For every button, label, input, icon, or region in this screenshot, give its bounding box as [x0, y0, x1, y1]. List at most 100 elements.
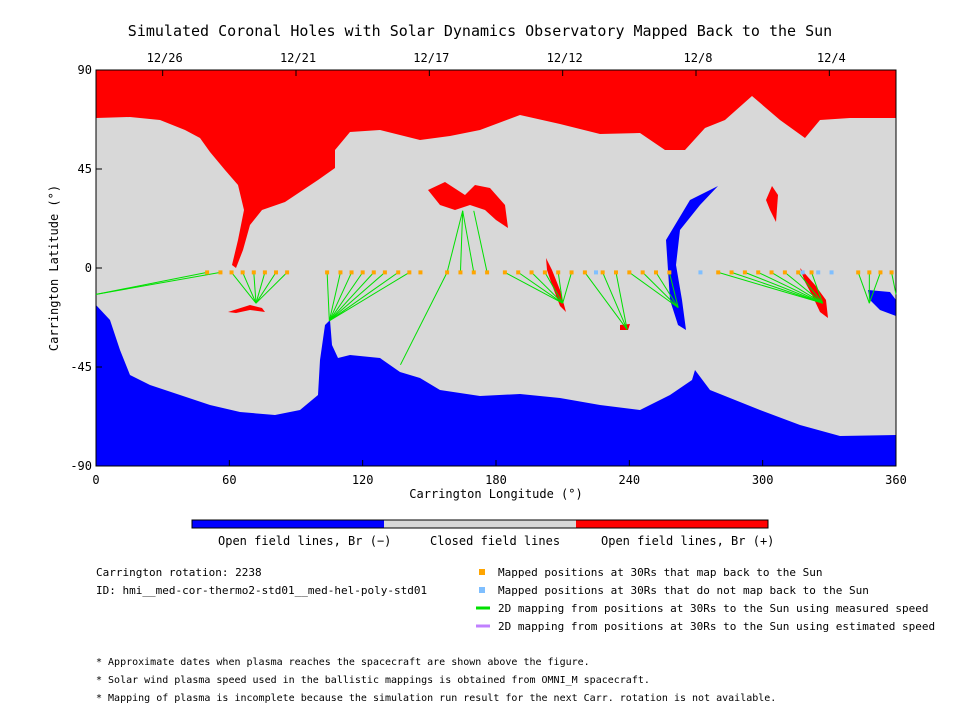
mapped-point — [274, 270, 278, 275]
negative-patch-far-right — [868, 290, 896, 316]
mapping-line — [784, 272, 823, 304]
mapping-line — [399, 272, 448, 366]
mapped-point — [867, 270, 872, 275]
mapping-line — [231, 272, 257, 304]
date-tick-label: 12/4 — [817, 51, 846, 65]
mapped-point — [889, 270, 894, 275]
mapping-line — [562, 272, 573, 304]
mapping-line — [602, 272, 628, 330]
y-tick-label: -45 — [70, 360, 92, 374]
note-speed: * Solar wind plasma speed used in the ba… — [96, 675, 650, 686]
plot-axes: 0 60 120 180 240 300 360 -90 -45 0 45 90 12/26 12/21 1… — [47, 51, 907, 501]
mapped-point — [285, 270, 290, 275]
mapped-point — [218, 270, 223, 275]
mapping-line — [868, 272, 881, 304]
mapping-line — [718, 271, 823, 304]
legend-estimated: 2D mapping from positions at 30Rs to the… — [498, 620, 936, 633]
mapping-line — [473, 210, 488, 273]
mapped-point — [458, 270, 463, 275]
unmapped-point — [829, 270, 834, 275]
mapped-point — [582, 270, 587, 275]
north-positive-hole — [96, 70, 896, 268]
mapping-line — [446, 210, 464, 273]
legend-measured: 2D mapping from positions at 30Rs to the… — [498, 602, 929, 615]
colorbar-label-positive: Open field lines, Br (+) — [601, 534, 775, 548]
map-background — [96, 70, 896, 466]
date-tick-label: 12/26 — [147, 51, 183, 65]
mapping-line — [642, 272, 679, 308]
mapping-line — [329, 272, 386, 322]
mapped-point — [667, 270, 672, 275]
mapping-line — [328, 272, 364, 322]
carrington-rotation: Carrington rotation: 2238 — [96, 566, 262, 579]
x-tick-label: 360 — [885, 473, 907, 487]
mapped-point — [556, 270, 561, 275]
unmapped-point — [816, 270, 821, 275]
y-tick-label: -90 — [70, 459, 92, 473]
mapping-line — [329, 271, 410, 322]
mapped-point — [627, 270, 632, 275]
mapped-point — [796, 270, 801, 275]
mapped-point — [782, 270, 787, 275]
mapping-line — [811, 272, 824, 304]
mapping-line — [328, 272, 353, 322]
mapping-line — [744, 271, 823, 304]
colorbar-label-closed: Closed field lines — [430, 534, 561, 548]
colorbar — [191, 519, 769, 529]
mapping-line — [758, 271, 823, 304]
mapping-line — [891, 272, 897, 295]
mapping-line — [771, 271, 823, 304]
mapped-point — [729, 270, 734, 275]
positive-patch-mid — [428, 182, 508, 228]
legend-swatch-mapped — [479, 569, 485, 575]
mapping-line — [329, 271, 399, 322]
mapped-point — [716, 270, 721, 275]
y-tick-label: 0 — [85, 261, 92, 275]
mapped-point — [502, 270, 507, 275]
unmapped-point — [594, 270, 598, 275]
colorbar-label-negative: Open field lines, Br (−) — [218, 534, 392, 548]
y-axis-label: Carrington Latitude (°) — [47, 185, 61, 351]
mapping-line — [459, 210, 464, 273]
mapped-point — [371, 270, 376, 275]
colorbar-frame — [191, 519, 769, 529]
mapping-line — [557, 272, 564, 304]
mapped-point — [396, 270, 401, 275]
mapping-line — [615, 272, 628, 330]
mapping-line — [731, 271, 823, 304]
mapped-point — [856, 270, 861, 275]
mapped-point — [529, 270, 534, 275]
model-id: ID: hmi__med-cor-thermo2-std01__med-hel-… — [96, 584, 428, 597]
negative-patch-right-north — [666, 186, 718, 330]
mapped-point — [325, 270, 330, 275]
mapping-line — [328, 272, 341, 321]
mapped-point — [205, 270, 210, 275]
mapped-point — [471, 270, 476, 275]
positive-patch-south1 — [228, 305, 265, 313]
x-axis-label: Carrington Longitude (°) — [409, 487, 582, 501]
date-tick-label: 12/21 — [280, 51, 316, 65]
mapped-point — [654, 270, 658, 275]
mapped-point — [251, 270, 256, 275]
positive-patch-south2 — [546, 258, 566, 312]
mapped-point — [445, 270, 450, 275]
date-tick-label: 12/17 — [413, 51, 449, 65]
mapping-line — [462, 210, 475, 273]
mapped-point — [809, 270, 814, 275]
mapping-line — [584, 272, 628, 330]
x-tick-label: 300 — [752, 473, 774, 487]
unmapped-point — [698, 270, 703, 275]
mapped-point — [262, 270, 267, 275]
mapped-point — [569, 270, 574, 275]
x-tick-label: 240 — [618, 473, 640, 487]
mapping-line — [95, 271, 221, 295]
unmapped-point — [800, 270, 805, 275]
mapping-line — [668, 272, 679, 308]
mapping-line — [517, 271, 563, 304]
mapped-point — [349, 270, 354, 275]
mapped-point — [407, 270, 412, 275]
mapped-point — [382, 270, 387, 275]
mapped-points — [205, 270, 894, 275]
mapping-line — [255, 272, 288, 304]
x-tick-label: 180 — [485, 473, 507, 487]
